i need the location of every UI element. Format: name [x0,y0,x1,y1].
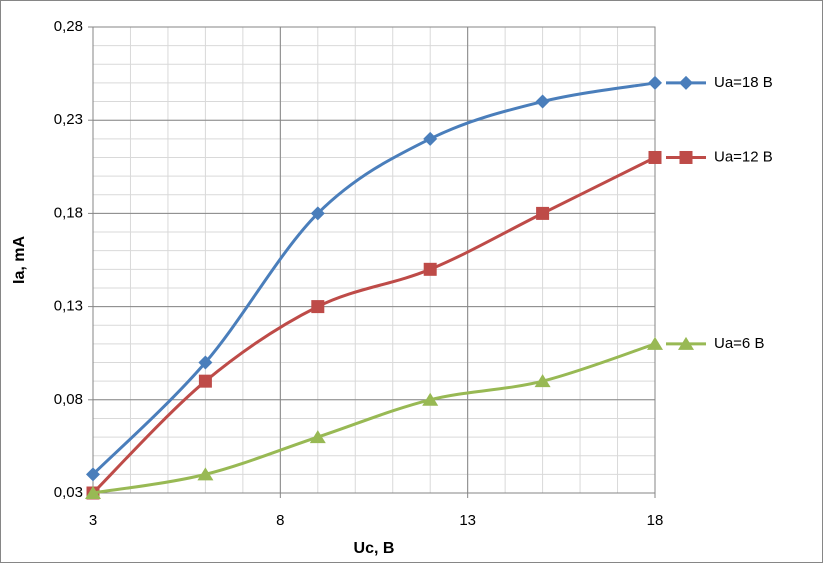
data-point [648,75,662,90]
legend-label: Ua=6 B [714,335,764,352]
data-point [535,94,550,109]
legend-marker [678,336,694,350]
y-tick-label: 0,28 [54,18,83,35]
data-point [310,206,325,221]
y-axis-title: Ia, mA [11,236,28,284]
y-tick-label: 0,18 [54,204,83,221]
data-point [311,300,325,314]
data-point [423,262,437,276]
series-line [91,156,656,495]
data-point [422,392,439,406]
x-axis-title: Uc, B [354,540,395,557]
legend-marker [679,75,693,90]
x-tick-label: 8 [276,512,284,529]
y-tick-label: 0,08 [54,391,83,408]
data-point [534,374,551,388]
y-tick-label: 0,23 [54,111,83,128]
x-tick-label: 13 [459,512,476,529]
data-point [423,131,438,146]
legend-label: Ua=18 B [714,74,773,91]
plot-border [92,26,656,494]
series-line [92,342,656,495]
data-point [86,467,100,482]
legend-label: Ua=12 B [714,148,773,165]
y-tick-label: 0,13 [54,298,83,315]
data-point [309,430,326,444]
data-point [198,355,213,370]
data-point [647,336,663,350]
legend-marker [679,150,693,164]
data-point [536,206,550,220]
data-point [648,150,662,164]
x-tick-label: 18 [647,512,664,529]
x-tick-label: 3 [89,512,97,529]
y-tick-label: 0,03 [54,484,83,501]
data-point [198,374,212,388]
data-point [197,467,214,481]
data-point [85,486,101,499]
